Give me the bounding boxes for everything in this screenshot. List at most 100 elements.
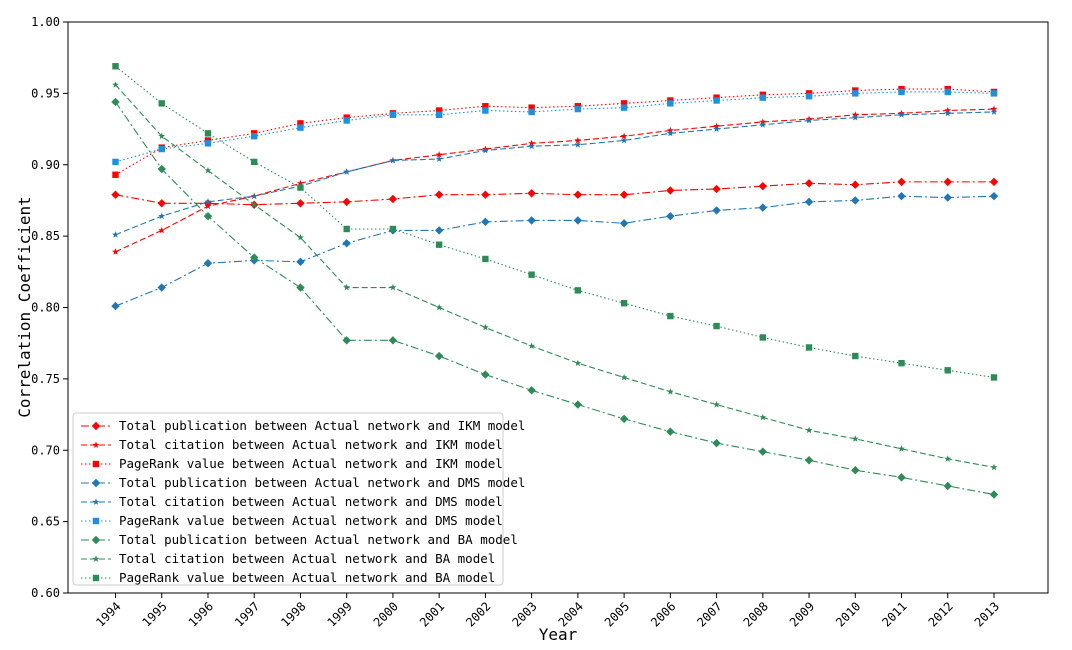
data-point xyxy=(620,136,628,144)
data-point xyxy=(157,199,166,208)
data-point xyxy=(112,248,119,255)
data-point xyxy=(297,184,304,191)
series-line xyxy=(115,101,995,496)
x-tick-label: 2002 xyxy=(463,599,493,629)
legend-label: PageRank value between Actual network an… xyxy=(119,456,503,471)
data-point xyxy=(990,108,998,115)
x-tick-label: 2011 xyxy=(879,599,909,629)
legend-entry: PageRank value between Actual network an… xyxy=(81,456,503,471)
data-point xyxy=(805,116,813,124)
data-point xyxy=(898,88,905,96)
data-point xyxy=(989,177,999,187)
data-point xyxy=(852,90,859,97)
data-point xyxy=(527,386,536,395)
data-point xyxy=(619,219,629,228)
data-point xyxy=(251,158,258,166)
x-tick-label: 1998 xyxy=(278,599,308,629)
legend-entry: PageRank value between Actual network an… xyxy=(81,513,503,528)
data-point xyxy=(713,400,720,408)
data-point xyxy=(435,155,443,162)
data-point xyxy=(712,184,721,194)
data-point xyxy=(112,171,119,178)
x-tick-label: 2009 xyxy=(787,599,817,629)
data-point xyxy=(435,111,443,118)
legend-label: Total citation between Actual network an… xyxy=(119,551,495,566)
x-tick-label: 1995 xyxy=(140,599,170,629)
data-point xyxy=(620,300,628,307)
series-line xyxy=(115,181,994,206)
y-tick-label: 0.65 xyxy=(31,515,60,529)
x-tick-label: 2006 xyxy=(648,599,678,629)
data-point xyxy=(343,117,350,124)
data-point xyxy=(251,133,258,140)
data-point xyxy=(389,156,397,164)
data-point xyxy=(157,164,166,174)
x-tick-label: 2001 xyxy=(417,599,447,629)
data-point xyxy=(759,121,767,128)
legend-swatch-marker xyxy=(91,535,101,545)
data-point xyxy=(619,414,629,424)
data-point xyxy=(851,466,860,475)
data-point xyxy=(713,125,720,132)
data-point xyxy=(158,145,165,153)
x-axis-title: Year xyxy=(539,625,578,644)
series-5 xyxy=(112,108,998,238)
data-point xyxy=(666,186,675,195)
legend-box xyxy=(72,412,504,586)
data-point xyxy=(389,225,397,233)
data-point xyxy=(204,130,212,137)
x-tick-label: 2008 xyxy=(741,599,771,629)
y-tick-label: 0.70 xyxy=(31,443,60,457)
data-point xyxy=(481,323,489,331)
legend-label: Total publication between Actual network… xyxy=(119,532,518,547)
x-tick-label: 2003 xyxy=(509,599,539,629)
y-tick-label: 0.80 xyxy=(31,301,60,315)
data-point xyxy=(435,151,443,158)
data-point xyxy=(297,124,304,131)
y-tick-label: 0.90 xyxy=(31,158,60,172)
data-point xyxy=(481,146,489,154)
data-point xyxy=(944,109,952,117)
series-8 xyxy=(112,81,998,471)
data-point xyxy=(944,455,952,462)
data-point xyxy=(758,181,768,191)
data-point xyxy=(203,211,213,221)
series-line xyxy=(115,91,995,163)
legend-entry: Total publication between Actual network… xyxy=(81,418,525,433)
data-point xyxy=(112,81,119,88)
data-point xyxy=(759,334,767,341)
series-1 xyxy=(111,177,999,209)
data-point xyxy=(897,177,906,187)
data-point xyxy=(666,427,675,436)
data-point xyxy=(805,93,813,100)
series-9 xyxy=(112,63,998,381)
data-point xyxy=(342,239,351,248)
data-point xyxy=(898,359,905,367)
data-point xyxy=(666,129,674,137)
data-point xyxy=(482,107,489,114)
data-point xyxy=(667,312,674,320)
data-point xyxy=(574,141,582,148)
data-point xyxy=(482,255,489,263)
legend-swatch-marker xyxy=(92,555,100,562)
data-point xyxy=(573,400,583,409)
data-point xyxy=(620,373,628,381)
data-point xyxy=(389,283,397,291)
data-point xyxy=(528,108,535,116)
data-point xyxy=(111,97,120,107)
legend-swatch-marker xyxy=(92,574,100,582)
data-point xyxy=(574,136,582,144)
data-point xyxy=(435,241,443,248)
data-point xyxy=(667,100,674,107)
data-point xyxy=(342,197,351,207)
data-point xyxy=(250,201,258,208)
data-point xyxy=(574,287,582,294)
x-tick-label: 1994 xyxy=(93,599,123,629)
data-point xyxy=(712,438,721,448)
series-6 xyxy=(112,88,998,166)
legend-label: Total publication between Actual network… xyxy=(119,418,525,433)
data-point xyxy=(666,388,674,395)
data-point xyxy=(990,463,998,471)
data-point xyxy=(203,259,213,268)
data-point xyxy=(574,359,582,367)
